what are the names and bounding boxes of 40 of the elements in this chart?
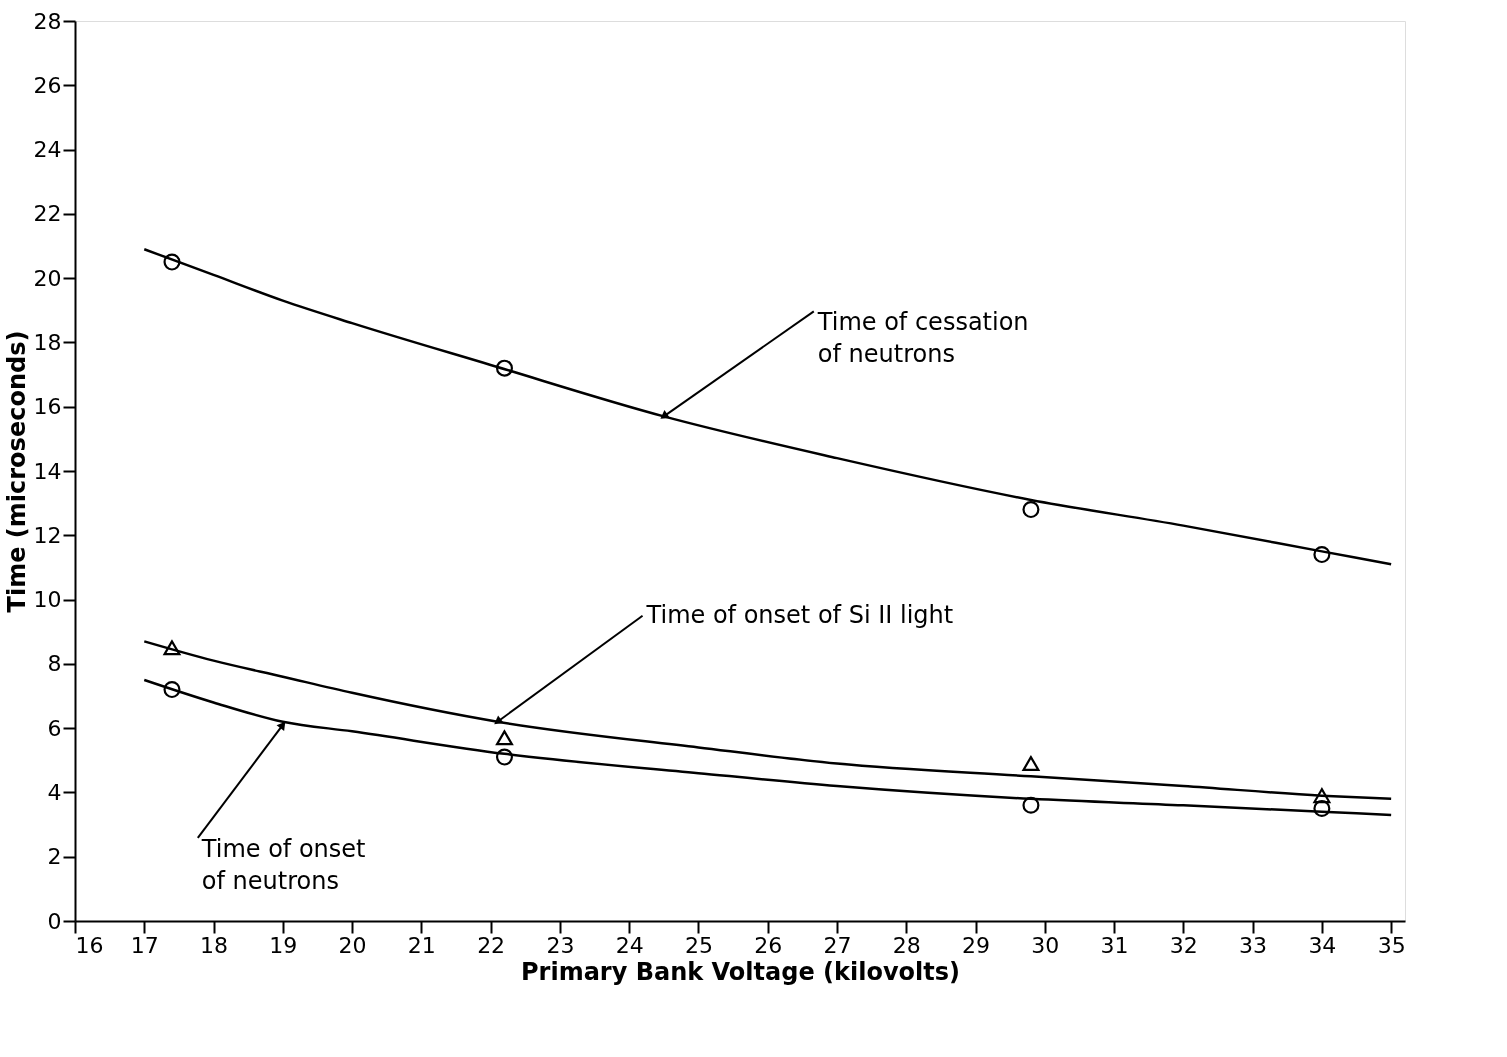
x-tick-label: 21	[407, 932, 436, 958]
x-tick-label: 29	[962, 932, 991, 958]
y-axis-title: Time (microseconds)	[2, 330, 31, 613]
annotation: Time of onset of neutrons	[200, 834, 366, 895]
y-tick-label: 12	[33, 522, 62, 548]
x-tick-label: 22	[477, 932, 506, 958]
x-tick-label: 18	[200, 932, 229, 958]
y-tick-label: 2	[47, 844, 62, 870]
x-tick-label: 19	[269, 932, 298, 958]
x-tick-label: 24	[615, 932, 644, 958]
x-tick-label: 20	[338, 932, 367, 958]
y-tick-label: 20	[33, 265, 62, 291]
x-tick-label: 34	[1308, 932, 1337, 958]
y-tick-label: 28	[33, 8, 62, 34]
x-axis-title: Primary Bank Voltage (kilovolts)	[521, 957, 960, 986]
y-tick-label: 22	[33, 201, 62, 227]
y-tick-label: 14	[33, 458, 62, 484]
annotation: Time of onset of Si II light	[645, 600, 954, 629]
x-tick-label: 30	[1031, 932, 1060, 958]
y-tick-label: 8	[47, 651, 62, 677]
x-tick-label: 26	[754, 932, 783, 958]
y-tick-label: 24	[33, 137, 62, 163]
x-tick-label: 27	[823, 932, 852, 958]
y-tick-label: 10	[33, 587, 62, 613]
y-tick-label: 4	[47, 779, 62, 805]
x-tick-label: 17	[130, 932, 159, 958]
x-tick-label: 31	[1100, 932, 1129, 958]
x-tick-label: 35	[1377, 932, 1406, 958]
x-tick-label: 16	[75, 932, 104, 958]
y-tick-label: 0	[47, 908, 62, 934]
y-tick-label: 18	[33, 329, 62, 355]
y-tick-label: 16	[33, 394, 62, 420]
y-tick-label: 26	[33, 72, 62, 98]
x-tick-label: 32	[1169, 932, 1198, 958]
x-tick-label: 25	[684, 932, 713, 958]
y-tick-label: 6	[47, 715, 62, 741]
x-tick-label: 28	[892, 932, 921, 958]
annotation: Time of cessation of neutrons	[816, 308, 1029, 369]
x-tick-label: 33	[1239, 932, 1268, 958]
x-tick-label: 23	[546, 932, 575, 958]
